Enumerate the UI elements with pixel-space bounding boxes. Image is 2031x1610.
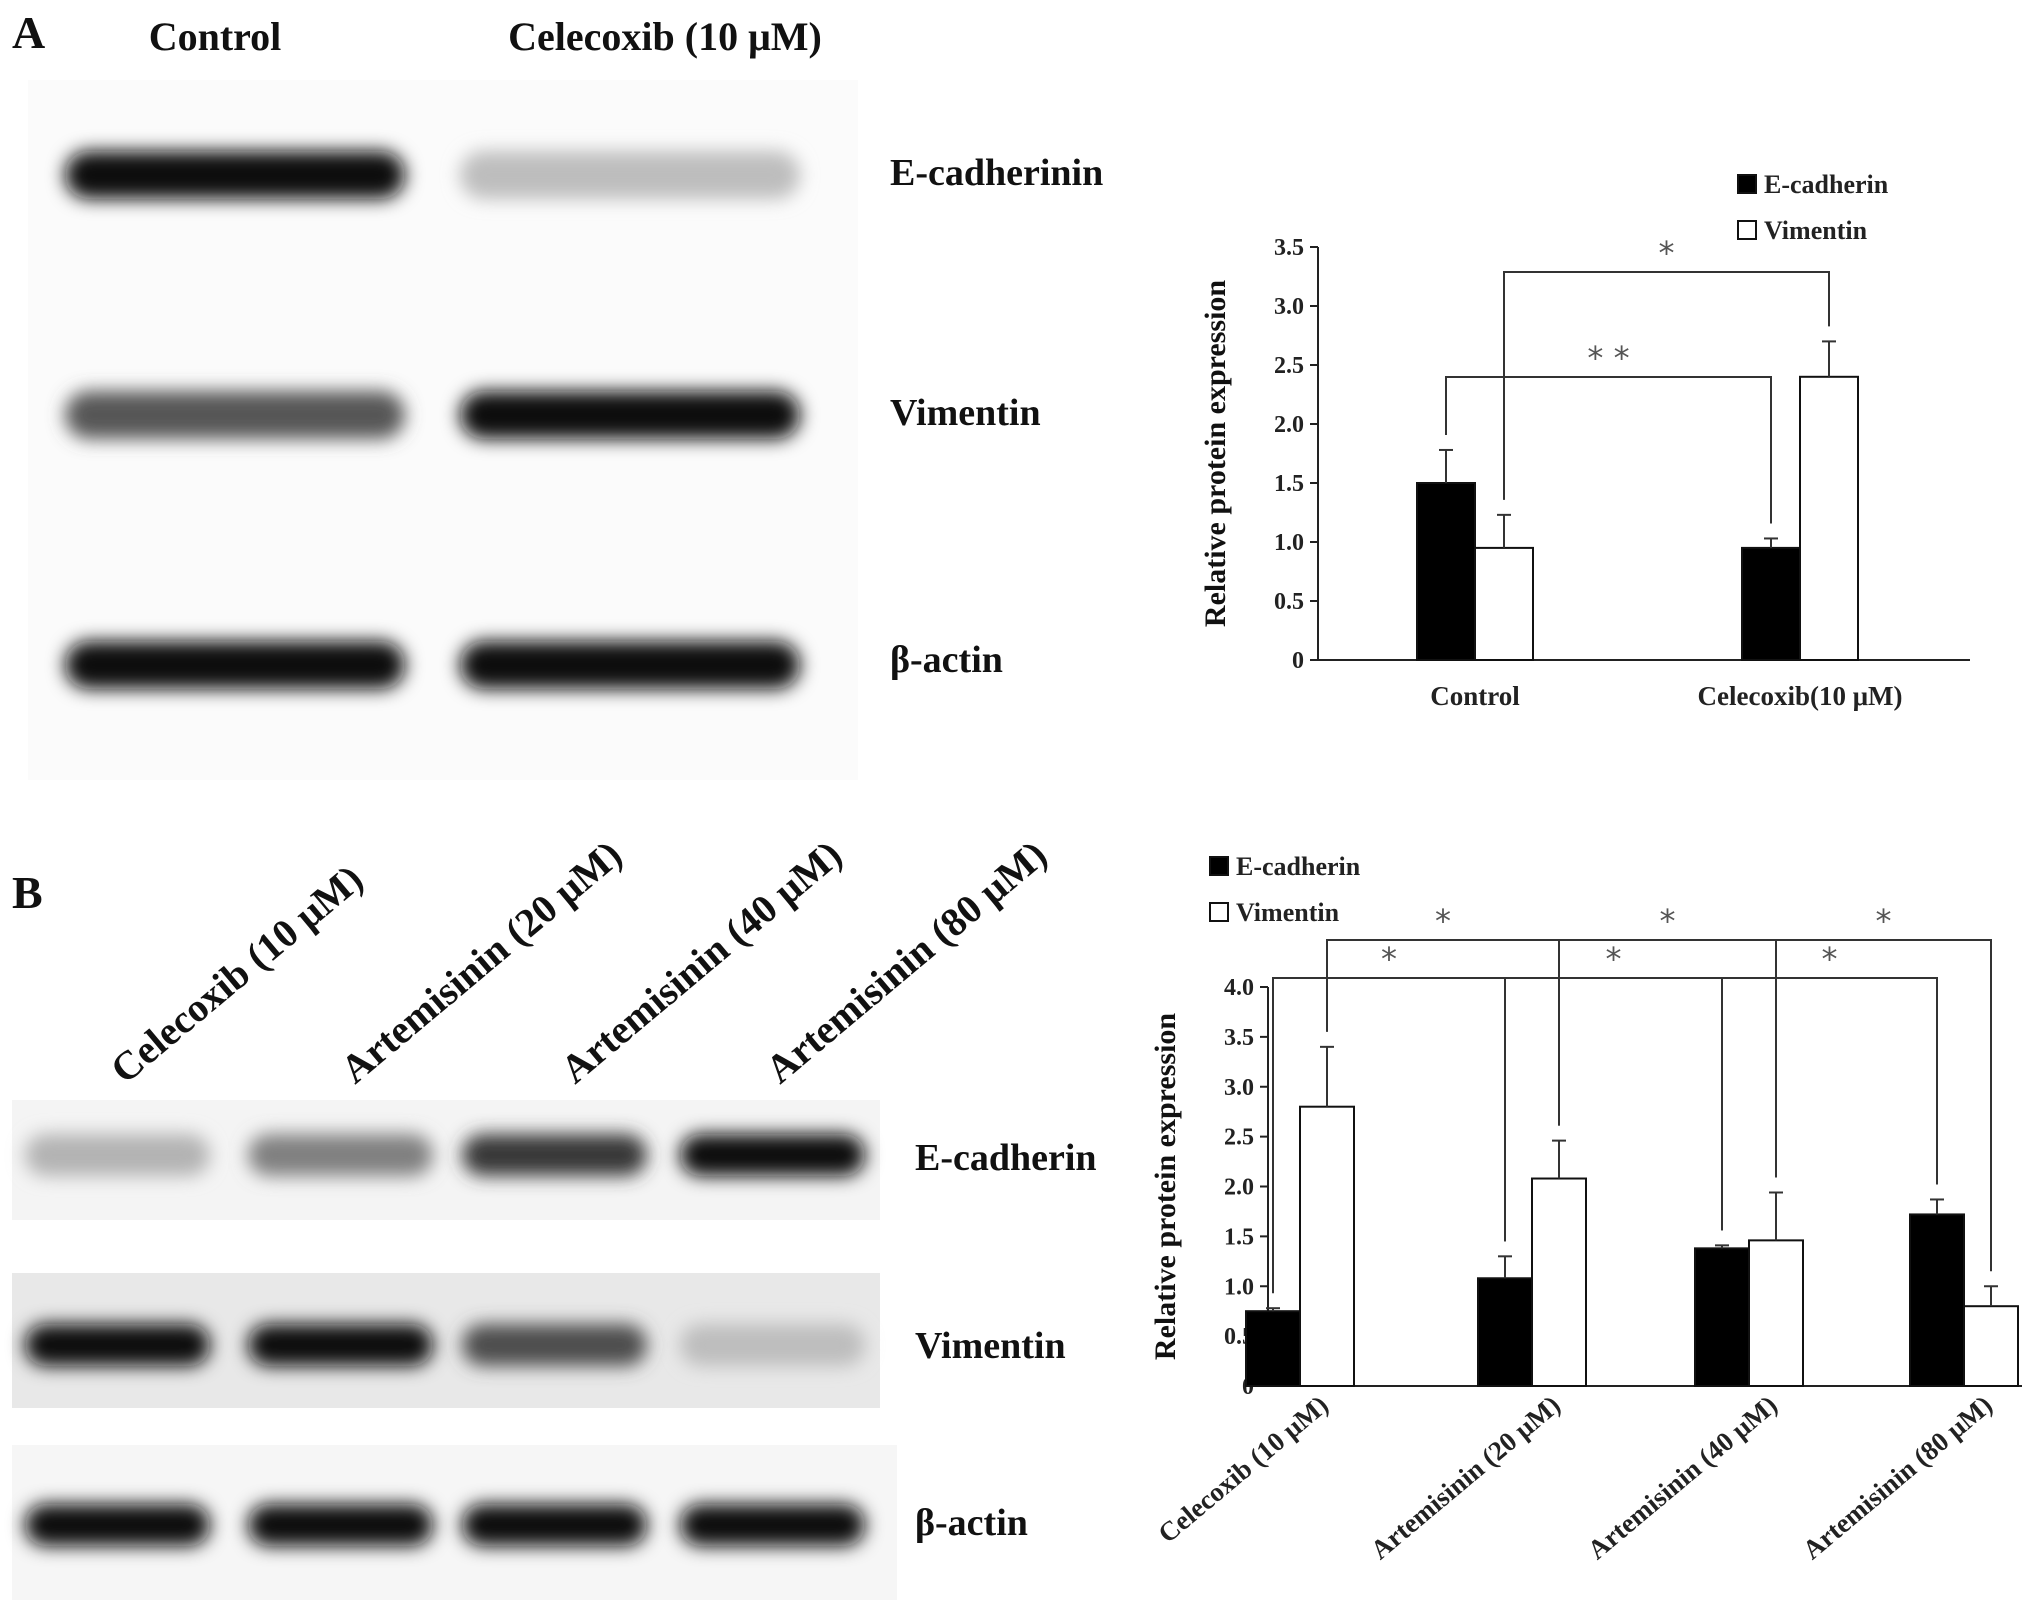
chart-a-legend-label-vimentin: Vimentin <box>1764 216 1868 245</box>
chart-a-bar-e-cadherin-2 <box>1741 546 1801 662</box>
protein-label-beta-actin: β-actin <box>890 639 1003 681</box>
chart-b-y-tick-label: 2.0 <box>1224 1175 1254 1201</box>
blot-b-band-e-cadherin-lane-3 <box>462 1134 647 1176</box>
chart-a-y-tick-label: 3.0 <box>1274 294 1304 320</box>
blot-b-band-vimentin-lane-3 <box>462 1324 647 1366</box>
blot-b-bands <box>25 1134 865 1546</box>
chart-b-significance-label-6: * <box>1876 902 1892 940</box>
chart-a-y-tick-label: 2.0 <box>1274 412 1304 438</box>
chart-b-legend-swatch-vimentin <box>1209 902 1229 922</box>
chart-a-significance-label-2: * <box>1659 234 1675 272</box>
chart-a-legend-label-e-cadherin: E-cadherin <box>1764 170 1889 199</box>
chart-b-bar-e-cadherin-1 <box>1245 1310 1301 1387</box>
chart-a-y-tick-label: 3.5 <box>1274 235 1304 261</box>
chart-a-y-tick-label: 1.0 <box>1274 530 1304 556</box>
protein-label-b-e-cadherin: E-cadherin <box>915 1137 1097 1179</box>
chart-b-bar-e-cadherin-3 <box>1694 1247 1750 1387</box>
chart-b-bar-e-cadherin-2 <box>1477 1277 1533 1388</box>
protein-label-vimentin: Vimentin <box>890 392 1041 434</box>
chart-b-legend-swatch-e-cadherin <box>1209 856 1229 876</box>
chart-b-y-tick-label: 4.0 <box>1224 975 1254 1001</box>
protein-label-b-vimentin: Vimentin <box>915 1325 1066 1367</box>
blot-a-band-vimentin-lane-1 <box>65 391 405 439</box>
chart-b-significance-label-3: * <box>1606 940 1622 978</box>
lane-label-celecoxib: Celecoxib (10 μM) <box>508 14 822 59</box>
blot-b-band-vimentin-lane-1 <box>25 1324 210 1366</box>
chart-b-y-tick-label: 3.0 <box>1224 1075 1254 1101</box>
chart-b-bar-vimentin-1 <box>1299 1105 1355 1387</box>
chart-b-bar-vimentin-2 <box>1531 1177 1587 1388</box>
blot-a-band-e-cadherin-lane-1 <box>65 151 405 199</box>
chart-b-bar-vimentin-3 <box>1748 1239 1804 1387</box>
panel-a-letter: A <box>12 7 45 58</box>
chart-a-y-tick-label: 0 <box>1292 648 1304 674</box>
chart-b-category-label-4: Artemisinin (80 μM) <box>1797 1390 1998 1565</box>
panel-b-letter: B <box>12 867 43 918</box>
blot-b-band-actin-lane-4 <box>680 1504 865 1546</box>
chart-b-significance-label-4: * <box>1660 902 1676 940</box>
chart-b-category-label-3: Artemisinin (40 μM) <box>1582 1390 1783 1565</box>
panel-b-blot: B Celecoxib (10 μM) Artemisinin (20 μM) … <box>12 831 1097 1600</box>
blot-a-band-vimentin-lane-2 <box>460 391 800 439</box>
chart-b-y-tick-label: 2.5 <box>1224 1125 1254 1151</box>
chart-a-bar-vimentin-1 <box>1474 546 1534 662</box>
chart-b-bar-e-cadherin-4 <box>1909 1213 1965 1388</box>
chart-b-y-tick-label: 1.5 <box>1224 1224 1254 1250</box>
chart-b-significance-label-1: * <box>1381 940 1397 978</box>
chart-b-y-tick-label: 3.5 <box>1224 1025 1254 1051</box>
chart-b-significance-bracket-5 <box>1721 977 1938 1231</box>
chart-a-category-label-1: Control <box>1430 681 1520 711</box>
blot-a-band-actin-lane-2 <box>460 641 800 689</box>
panel-a-blot: A Control Celecoxib (10 μM) E-cadherinin… <box>12 7 1103 780</box>
chart-b-significance-bracket-4 <box>1558 939 1777 1178</box>
chart-a-y-axis-label: Relative protein expression <box>1199 280 1232 628</box>
chart-b-legend-label-e-cadherin: E-cadherin <box>1236 852 1361 881</box>
chart-b-y-tick-label: 1.0 <box>1224 1274 1254 1300</box>
chart-a-legend-swatch-e-cadherin <box>1737 174 1757 194</box>
chart-a-y-tick-label: 2.5 <box>1274 353 1304 379</box>
protein-label-e-cadherin: E-cadherinin <box>890 152 1103 194</box>
blot-b-band-vimentin-lane-2 <box>248 1324 433 1366</box>
chart-a-significance-label-1: * * <box>1587 339 1629 377</box>
chart-b-category-label-2: Artemisinin (20 μM) <box>1365 1390 1566 1565</box>
chart-a-significance-bracket-2 <box>1503 271 1830 500</box>
chart-b-category-label-1: Celecoxib (10 μM) <box>1152 1390 1333 1549</box>
chart-a-y-tick-label: 0.5 <box>1274 589 1304 615</box>
blot-a-bands <box>65 151 800 689</box>
chart-a-bar-vimentin-2 <box>1799 375 1859 661</box>
chart-a-legend-swatch-vimentin <box>1737 220 1757 240</box>
blot-b-band-actin-lane-3 <box>462 1504 647 1546</box>
chart-b-legend-label-vimentin: Vimentin <box>1236 898 1340 927</box>
blot-b-band-e-cadherin-lane-4 <box>680 1134 865 1176</box>
blot-a-band-actin-lane-1 <box>65 641 405 689</box>
blot-a-band-e-cadherin-lane-2 <box>460 151 800 199</box>
chart-b-significance-bracket-2 <box>1326 939 1560 1126</box>
blot-b-band-e-cadherin-lane-1 <box>25 1134 210 1176</box>
chart-a-bar-e-cadherin-1 <box>1416 482 1476 661</box>
chart-b-significance-bracket-6 <box>1775 939 1992 1272</box>
chart-b-significance-label-5: * <box>1822 940 1838 978</box>
blot-b-band-actin-lane-2 <box>248 1504 433 1546</box>
chart-a-significance-bracket-1 <box>1445 376 1772 524</box>
blot-b-band-e-cadherin-lane-2 <box>248 1134 433 1176</box>
lane-label-control: Control <box>149 14 282 59</box>
blot-b-band-actin-lane-1 <box>25 1504 210 1546</box>
lane-label-celecoxib-10: Celecoxib (10 μM) <box>102 856 371 1092</box>
chart-b-bar-vimentin-4 <box>1963 1305 2019 1387</box>
chart-a-y-tick-label: 1.5 <box>1274 471 1304 497</box>
chart-b-y-axis-label: Relative protein expression <box>1149 1013 1182 1361</box>
blot-b-band-vimentin-lane-4 <box>680 1324 865 1366</box>
protein-label-b-beta-actin: β-actin <box>915 1502 1028 1544</box>
chart-a-category-label-2: Celecoxib(10 μM) <box>1698 681 1903 711</box>
chart-a: 0 0.5 1.0 1.5 2.0 2.5 3.0 3.5 Relative protein e… <box>1199 170 1970 711</box>
chart-b-significance-label-2: * <box>1435 902 1451 940</box>
